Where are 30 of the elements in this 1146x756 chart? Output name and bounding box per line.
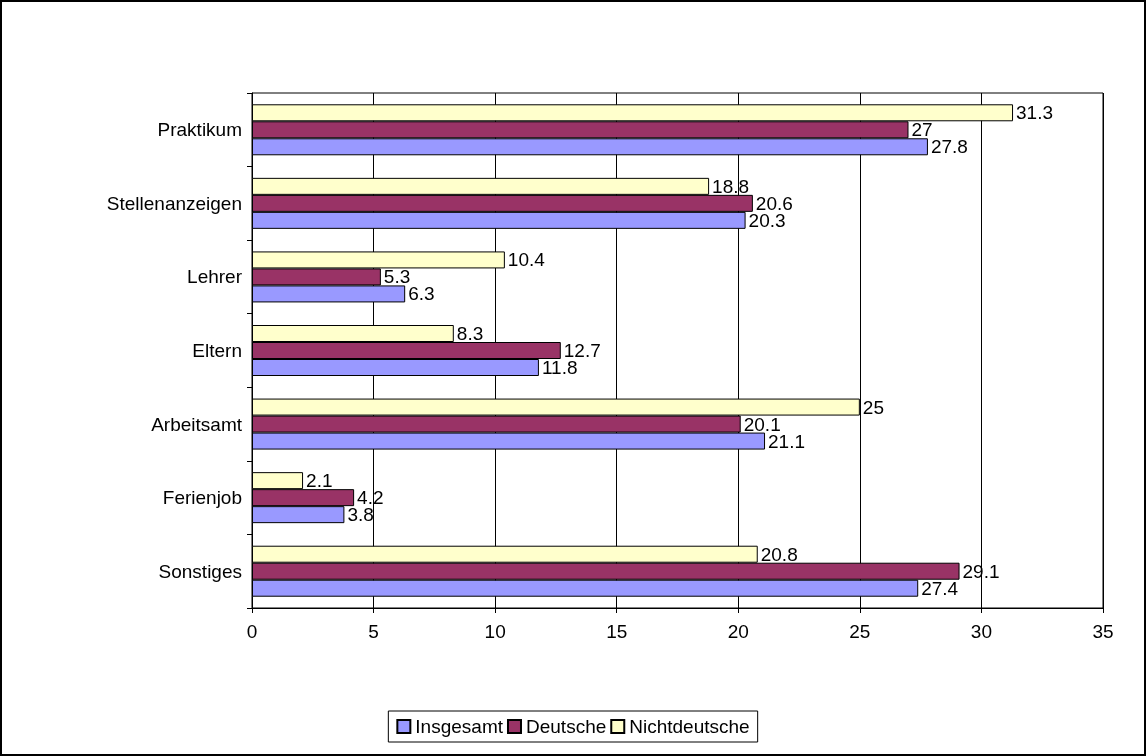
data-label: 6.3	[408, 283, 435, 305]
y-tick-label: Arbeitsamt	[151, 413, 243, 435]
legend-label: Nichtdeutsche	[629, 716, 750, 737]
x-tick-label: 5	[368, 621, 379, 642]
legend-label: Deutsche	[525, 716, 607, 737]
data-label: 25	[862, 396, 884, 418]
y-tick-label: Ferienjob	[162, 487, 242, 509]
data-label: 8.3	[456, 323, 484, 344]
y-tick-label: Lehrer	[187, 266, 243, 288]
data-label: 27	[911, 119, 933, 141]
y-tick-label: Sonstiges	[158, 560, 242, 582]
y-tick-label: Eltern	[192, 340, 242, 361]
data-label: 10.4	[507, 249, 546, 271]
data-label: 20.8	[760, 543, 798, 565]
x-tick-label: 30	[970, 621, 992, 642]
y-tick-label: Stellenanzeigen	[106, 192, 242, 214]
x-tick-label: 0	[246, 621, 258, 642]
x-tick-label: 20	[727, 621, 749, 642]
data-label: 5.3	[383, 266, 411, 288]
legend-label: Insgesamt	[415, 716, 504, 737]
data-label: 31.3	[1016, 102, 1054, 124]
x-tick-label: 15	[606, 621, 628, 642]
data-label: 27.8	[930, 136, 968, 158]
y-tick-label: Praktikum	[157, 119, 242, 141]
x-tick-label: 10	[484, 621, 506, 642]
data-label: 27.4	[921, 577, 959, 599]
x-tick-label: 25	[849, 621, 871, 642]
data-label: 2.1	[306, 470, 333, 492]
data-label: 3.8	[347, 504, 374, 526]
x-tick-label: 35	[1092, 621, 1114, 642]
